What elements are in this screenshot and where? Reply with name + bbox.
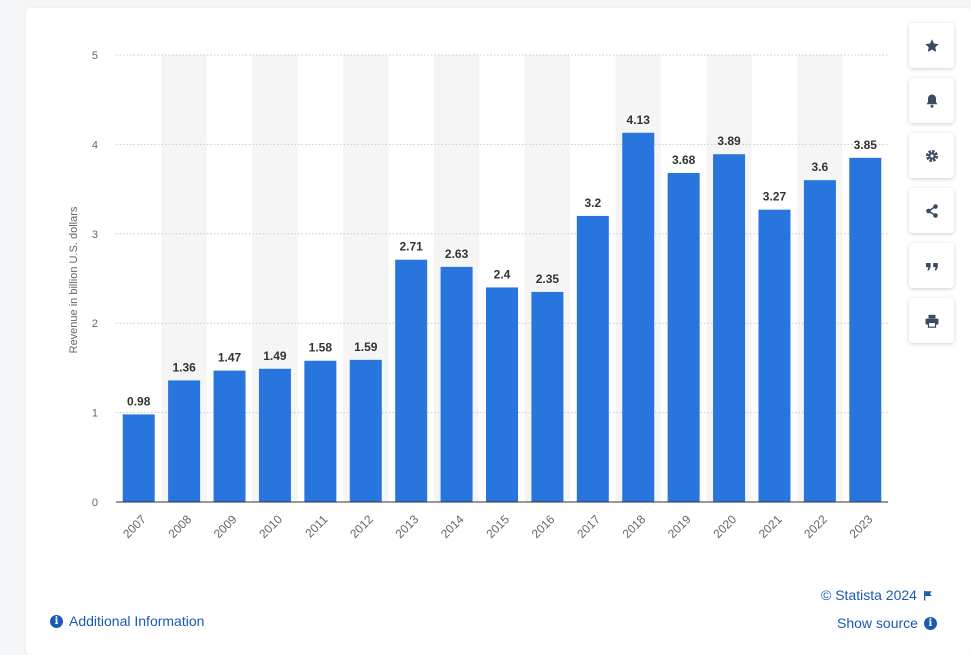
y-tick-label: 1 (92, 408, 98, 420)
bar[interactable] (667, 173, 700, 502)
show-source-link[interactable]: Show source i (837, 615, 937, 631)
y-tick-label: 2 (92, 318, 98, 330)
bar[interactable] (213, 370, 246, 502)
value-label: 3.68 (672, 153, 696, 167)
value-label: 4.13 (627, 113, 651, 127)
bar[interactable] (304, 360, 337, 502)
value-label: 2.4 (494, 267, 511, 281)
y-tick-label: 3 (92, 229, 98, 241)
info-icon: i (50, 614, 63, 628)
bar[interactable] (122, 414, 155, 502)
settings-button[interactable] (909, 133, 954, 178)
share-button[interactable] (909, 188, 954, 233)
x-tick-label: 2022 (801, 512, 830, 541)
x-tick-label: 2009 (211, 512, 240, 541)
x-tick-label: 2016 (529, 512, 558, 541)
y-axis-label: Revenue in billion U.S. dollars (68, 206, 80, 353)
quote-icon (925, 262, 938, 270)
additional-information-text: Additional Information (69, 613, 205, 629)
bar[interactable] (258, 368, 291, 502)
x-tick-label: 2011 (302, 512, 330, 540)
bar[interactable] (622, 132, 655, 502)
value-label: 1.47 (218, 351, 242, 365)
x-tick-label: 2014 (438, 512, 467, 541)
value-label: 1.58 (309, 341, 333, 355)
value-label: 1.49 (263, 349, 287, 363)
cite-button[interactable] (909, 243, 954, 288)
y-tick-label: 5 (92, 50, 98, 62)
print-button[interactable] (909, 298, 954, 343)
bar[interactable] (440, 266, 473, 502)
y-tick-label: 0 (92, 497, 98, 509)
bar[interactable] (713, 154, 746, 502)
value-label: 3.2 (584, 196, 601, 210)
x-tick-label: 2013 (393, 512, 422, 541)
info-icon: i (923, 616, 937, 630)
bar[interactable] (849, 157, 882, 502)
x-tick-label: 2021 (756, 512, 785, 541)
value-label: 0.98 (127, 394, 151, 408)
x-tick-label: 2007 (120, 512, 149, 541)
value-label: 2.63 (445, 247, 469, 261)
favorite-button[interactable] (909, 23, 954, 68)
bar[interactable] (531, 291, 564, 502)
bar[interactable] (168, 380, 201, 502)
share-icon (925, 203, 938, 218)
x-tick-label: 2018 (620, 512, 649, 541)
x-tick-label: 2023 (847, 512, 876, 541)
value-label: 1.36 (172, 360, 196, 374)
bar[interactable] (395, 259, 428, 502)
copyright-text: © Statista 2024 (821, 587, 917, 603)
bar[interactable] (758, 209, 791, 503)
star-icon (924, 38, 939, 52)
show-source-text: Show source (837, 615, 918, 631)
value-label: 3.27 (763, 190, 787, 204)
value-label: 3.6 (812, 160, 829, 174)
bar[interactable] (803, 180, 836, 502)
bell-icon (926, 94, 937, 108)
flag-icon (923, 590, 932, 600)
value-label: 2.71 (399, 240, 423, 254)
x-tick-label: 2020 (710, 512, 739, 541)
x-tick-label: 2019 (665, 512, 694, 541)
x-tick-label: 2010 (256, 512, 285, 541)
y-tick-label: 4 (92, 139, 98, 151)
x-tick-label: 2017 (574, 512, 603, 541)
x-axis-ticks: 2007 2008 2009 2010 2011 2012 2013 2014 2015 2016… (120, 512, 876, 541)
gear-icon (925, 149, 938, 162)
value-label: 3.89 (717, 134, 741, 148)
value-label: 1.59 (354, 340, 378, 354)
y-axis-ticks: 0 1 2 3 4 5 (92, 50, 98, 509)
bar[interactable] (576, 215, 609, 503)
value-label: 3.85 (854, 138, 878, 152)
additional-information-link[interactable]: i Additional Information (50, 613, 204, 629)
value-labels: 0.98 1.36 1.47 1.49 1.58 1.59 2.71 2.63 2.4 2.35 3… (127, 113, 877, 409)
copyright-link[interactable]: © Statista 2024 (821, 587, 933, 603)
bar[interactable] (486, 287, 518, 502)
x-tick-label: 2008 (165, 512, 194, 541)
bars (122, 132, 882, 503)
x-tick-label: 2015 (483, 512, 512, 541)
bar[interactable] (349, 359, 382, 502)
notification-button[interactable] (909, 78, 954, 123)
print-icon (925, 314, 938, 328)
value-label: 2.35 (536, 272, 560, 286)
x-tick-label: 2012 (347, 512, 376, 541)
